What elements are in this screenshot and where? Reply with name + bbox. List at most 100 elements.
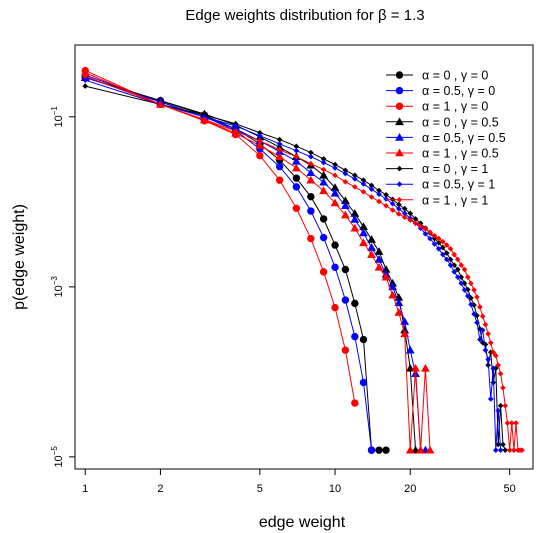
data-point	[308, 153, 314, 160]
y-axis-label: p(edge weight)	[11, 204, 28, 310]
data-point	[443, 250, 450, 256]
data-point	[435, 235, 442, 242]
data-point	[308, 149, 314, 156]
data-point	[157, 101, 164, 108]
legend-label: α = 0 , γ = 0.5	[422, 115, 499, 129]
data-point	[306, 175, 316, 184]
legend-item: α = 1 , γ = 1	[386, 193, 488, 207]
data-point	[487, 396, 494, 402]
data-point	[407, 210, 414, 217]
data-point	[500, 441, 506, 448]
data-point	[492, 352, 499, 359]
data-point	[360, 177, 367, 183]
data-point	[440, 238, 446, 245]
data-point	[331, 241, 339, 249]
data-point	[495, 407, 502, 414]
legend-item: α = 0 , γ = 1	[386, 162, 488, 176]
data-point	[319, 233, 328, 242]
legend-item: α = 0 , γ = 0.5	[386, 115, 499, 129]
data-point	[276, 141, 283, 147]
series-5	[80, 73, 430, 454]
data-point	[367, 250, 376, 258]
data-point	[292, 174, 301, 182]
data-point	[506, 447, 513, 453]
x-tick-label: 10	[329, 483, 341, 495]
data-point	[477, 336, 483, 343]
data-point	[359, 378, 368, 387]
data-point	[405, 345, 415, 354]
data-point	[374, 247, 384, 255]
data-point	[465, 274, 471, 280]
data-point	[332, 165, 338, 171]
data-point	[479, 313, 486, 320]
data-point	[500, 384, 506, 391]
data-point	[451, 262, 458, 268]
data-point	[340, 196, 350, 205]
data-point	[482, 321, 489, 328]
data-point	[367, 243, 376, 251]
data-point	[383, 196, 389, 202]
data-point	[451, 251, 458, 258]
data-point	[407, 217, 414, 223]
data-point	[412, 216, 419, 222]
data-point	[461, 287, 468, 293]
data-point	[367, 446, 376, 454]
legend-item: α = 0.5, γ = 0.5	[386, 131, 506, 145]
data-point	[474, 294, 480, 300]
series-6	[80, 68, 435, 454]
data-point	[421, 363, 430, 372]
data-point	[490, 349, 497, 356]
data-point	[376, 191, 382, 198]
data-point	[374, 255, 384, 263]
data-point	[292, 204, 301, 212]
data-point	[482, 347, 489, 353]
data-point	[352, 172, 358, 179]
legend-label: α = 1 , γ = 0.5	[422, 147, 499, 161]
data-point	[471, 302, 477, 308]
data-point	[388, 290, 398, 299]
data-point	[360, 181, 367, 187]
legend-marker	[396, 181, 403, 187]
data-point	[375, 446, 383, 454]
data-point	[417, 223, 424, 229]
data-point	[509, 420, 515, 426]
data-point	[465, 286, 471, 293]
legend-item: α = 0.5, γ = 0	[386, 84, 495, 98]
data-point	[368, 186, 375, 192]
data-point	[350, 215, 360, 223]
data-point	[330, 188, 340, 197]
data-point	[412, 220, 419, 227]
data-point	[394, 308, 404, 316]
data-point	[431, 232, 438, 239]
data-point	[474, 319, 480, 326]
data-point	[401, 210, 408, 217]
data-point	[454, 256, 461, 263]
y-tick-label: 10−3	[50, 276, 65, 298]
data-point	[485, 331, 491, 337]
data-point	[330, 183, 340, 191]
data-point	[461, 280, 468, 287]
data-point	[82, 73, 89, 80]
series-line	[85, 72, 431, 451]
data-point	[497, 402, 504, 409]
data-point	[394, 298, 404, 307]
series-line	[85, 70, 356, 404]
data-point	[502, 402, 509, 409]
data-point	[319, 170, 329, 179]
legend-item: α = 1 , γ = 0.5	[386, 147, 499, 161]
legend-item: α = 0 , γ = 0	[386, 69, 488, 83]
data-point	[381, 272, 391, 281]
data-point	[382, 446, 390, 454]
data-point	[376, 198, 382, 205]
data-point	[257, 138, 263, 144]
data-point	[359, 238, 368, 247]
data-point	[275, 176, 284, 184]
data-point	[368, 194, 375, 200]
data-point	[307, 207, 315, 215]
legend-label: α = 0.5, γ = 1	[422, 178, 495, 192]
data-point	[82, 77, 89, 83]
legend-marker	[396, 197, 403, 203]
y-tick-label: 10−5	[50, 446, 65, 468]
data-point	[479, 327, 486, 333]
data-point	[401, 214, 408, 220]
